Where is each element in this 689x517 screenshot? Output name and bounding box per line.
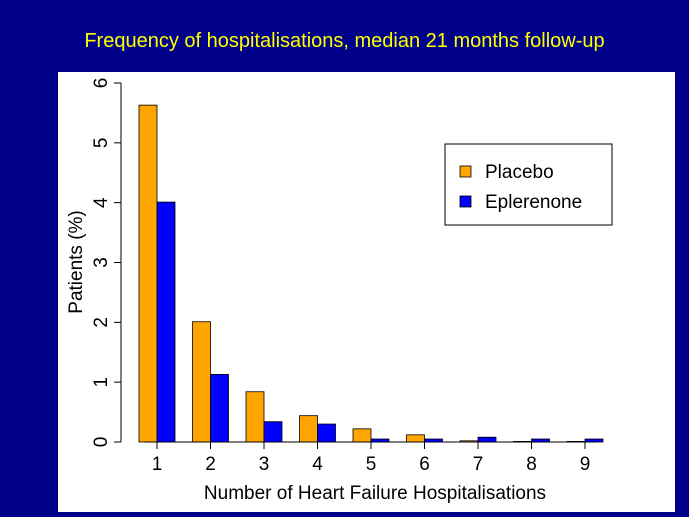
legend-label-placebo: Placebo xyxy=(485,162,554,183)
y-axis: 0 1 2 3 4 5 6 xyxy=(91,78,122,448)
y-tick-label: 2 xyxy=(91,317,112,328)
bar-placebo-3 xyxy=(245,391,265,443)
x-tick-label: 7 xyxy=(473,454,484,475)
bar-chart: 0 1 2 3 4 5 6 1 2 3 4 5 6 7 8 9 Patients (%) Number of… xyxy=(66,78,613,504)
x-tick-label: 2 xyxy=(205,454,216,475)
y-tick-label: 0 xyxy=(91,437,112,448)
x-tick-label: 3 xyxy=(259,454,270,475)
bar-eplerenone-4 xyxy=(317,423,336,443)
y-tick-label: 1 xyxy=(91,377,112,388)
y-tick-label: 6 xyxy=(91,78,112,89)
chart-panel: 0 1 2 3 4 5 6 1 2 3 4 5 6 7 8 9 Patients (%) Number of… xyxy=(58,72,675,512)
legend-label-eplerenone: Eplerenone xyxy=(485,192,582,213)
bar-eplerenone-3 xyxy=(263,421,283,443)
x-tick-label: 4 xyxy=(312,454,323,475)
x-tick-label: 6 xyxy=(419,454,430,475)
legend-box xyxy=(444,143,613,226)
x-axis: 1 2 3 4 5 6 7 8 9 xyxy=(144,441,598,475)
bars-group xyxy=(138,104,604,443)
x-tick-label: 9 xyxy=(580,454,591,475)
y-tick-label: 5 xyxy=(91,138,112,149)
bar-eplerenone-2 xyxy=(210,373,229,443)
bar-eplerenone-1 xyxy=(156,201,176,443)
legend-swatch-eplerenone xyxy=(459,195,472,208)
legend: Placebo Eplerenone xyxy=(444,143,613,226)
x-axis-title: Number of Heart Failure Hospitalisations xyxy=(204,483,546,504)
slide-title: Frequency of hospitalisations, median 21… xyxy=(84,30,605,52)
legend-swatch-placebo xyxy=(459,165,472,178)
bar-placebo-4 xyxy=(299,415,318,443)
bar-placebo-2 xyxy=(192,321,211,443)
y-tick-label: 4 xyxy=(91,197,112,208)
y-axis-title: Patients (%) xyxy=(66,210,87,313)
bar-placebo-5 xyxy=(352,428,372,443)
y-tick-label: 3 xyxy=(91,257,112,268)
bar-placebo-1 xyxy=(138,104,158,443)
bar-placebo-6 xyxy=(406,434,425,443)
bar-eplerenone-7 xyxy=(477,436,497,443)
x-tick-label: 1 xyxy=(152,454,163,475)
x-tick-label: 5 xyxy=(366,454,377,475)
x-tick-label: 8 xyxy=(526,454,537,475)
